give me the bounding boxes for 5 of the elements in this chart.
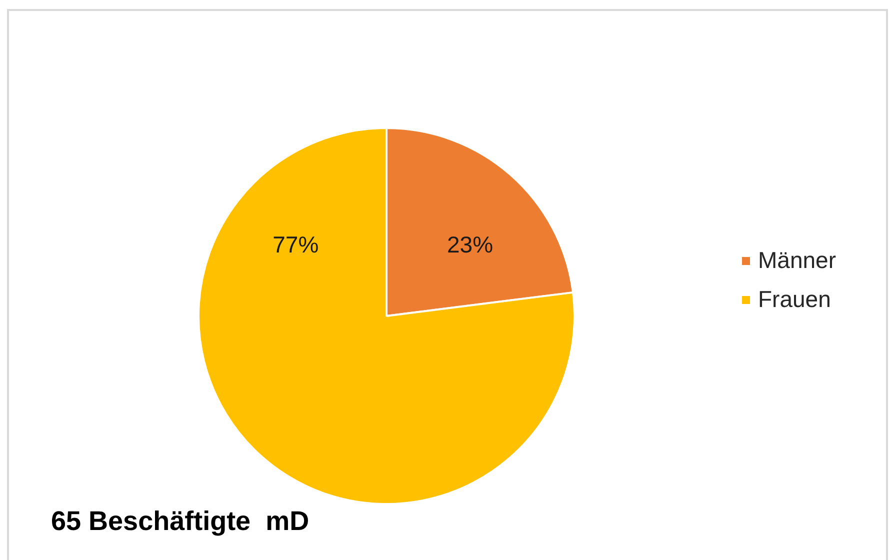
- data-label: 77%: [272, 231, 319, 258]
- text: 65 Beschäftigte mD: [51, 506, 310, 536]
- data-label: 23%: [447, 231, 494, 258]
- legend-label: Frauen: [758, 286, 831, 313]
- legend-label: Männer: [758, 247, 836, 274]
